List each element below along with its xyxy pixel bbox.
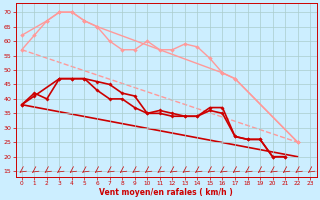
X-axis label: Vent moyen/en rafales ( km/h ): Vent moyen/en rafales ( km/h ) — [99, 188, 233, 197]
